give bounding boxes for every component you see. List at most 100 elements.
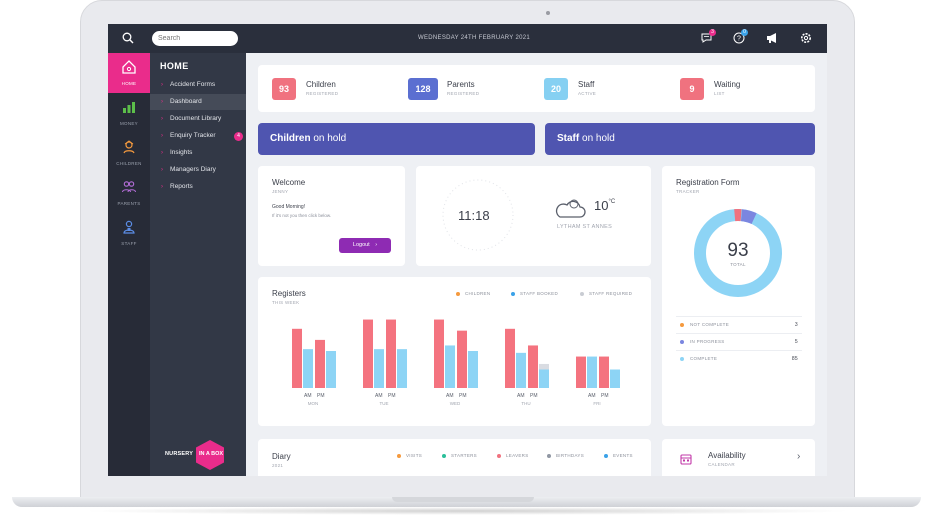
legend-label: CHILDREN [465,291,491,296]
row-count: 3 [794,322,798,328]
legend-starters: STARTERS [442,453,477,458]
legend-dot [456,291,460,296]
temperature: 10°C [594,198,615,213]
row-label: COMPLETE [690,356,718,361]
bar-chart-icon [123,102,135,113]
chevron-right-icon: › [161,116,163,122]
legend-label: BIRTHDAYS [556,453,585,458]
megaphone-icon[interactable] [765,31,779,45]
camera-dot [546,11,550,15]
settings-icon[interactable] [799,31,813,45]
subnav-item-label: Dashboard [170,98,202,105]
subnav-item-enquiry-tracker[interactable]: › Enquiry Tracker 4 [150,128,246,144]
stat-value: 9 [680,78,704,100]
legend-label: STARTERS [451,453,477,458]
subnav-item-label: Reports [170,183,193,190]
bar-staff-booked [374,349,384,388]
legend-dot [442,453,446,458]
row-label: IN PROGRESS [690,339,725,344]
legend-dot [580,291,584,296]
registers-card: Registers THIS WEEK CHILDREN STAFF BOOKE… [258,277,651,426]
rail-item-staff[interactable]: STAFF [108,213,150,253]
temperature-unit: °C [608,199,616,205]
legend-label: VISITS [406,453,423,458]
greeting-note: If it's not you then click below. [272,213,332,218]
staff-on-hold-button[interactable]: Staff on hold [545,123,815,155]
app-screen: WEDNESDAY 24TH FEBRUARY 2021 3 ? 0 HOME [108,24,827,476]
subnav-item-insights[interactable]: › Insights [150,145,246,161]
bar-children [315,339,325,388]
stats-card: 93 Children REGISTERED 128 Parents REGIS… [258,65,815,112]
hold-text: on hold [579,133,615,144]
tick-label-session: PM [601,393,609,399]
subnav-item-document-library[interactable]: › Document Library [150,111,246,127]
chevron-right-icon: › [161,82,163,88]
registration-row-not-complete: NOT COMPLETE 3 [676,316,802,332]
bar-children [363,319,373,388]
legend-dot [497,453,501,458]
rail-label: STAFF [121,241,137,246]
stat-sub: LIST [714,91,725,96]
bar-staff-booked [445,345,455,388]
svg-text:?: ? [737,36,741,43]
tick-label-day: TUE [380,401,389,406]
calendar-icon [680,454,692,465]
children-on-hold-button[interactable]: Children on hold [258,123,535,155]
registers-title: Registers [272,289,306,298]
tick-label-session: AM [375,393,383,399]
registration-donut-chart [694,209,782,297]
tick-label-session: PM [317,393,325,399]
registration-title: Registration Form [676,178,740,187]
chevron-right-icon: › [161,167,163,173]
rail-item-home[interactable]: HOME [108,53,150,93]
bar-children [528,345,538,388]
welcome-name: JENNY [272,189,289,194]
rail-item-parents[interactable]: PARENTS [108,173,150,213]
subnav-item-dashboard[interactable]: › Dashboard [150,94,246,110]
stat-label: Waiting [714,80,741,89]
bar-staff-booked [326,351,336,388]
bar-staff-booked [516,352,526,388]
bar-staff-booked [468,351,478,388]
tick-label-day: FRI [593,401,600,406]
search-icon[interactable] [122,32,134,44]
tick-label-session: PM [388,393,396,399]
registers-sub: THIS WEEK [272,300,300,305]
help-badge: 0 [741,29,748,36]
registration-total: 93 [727,240,749,261]
legend-dot [547,453,551,458]
legend-label: EVENTS [613,453,633,458]
clock-face-icon [442,179,514,251]
stat-sub: REGISTERED [306,91,339,96]
registration-form-card: Registration Form TRACKER 93 TOTAL NOT C… [662,166,815,426]
clock-time: 11:18 [458,208,490,223]
subnav-item-managers-diary[interactable]: › Managers Diary [150,162,246,178]
weather-location: LYTHAM ST ANNES [557,224,613,230]
greeting-text: Good Morning! [272,204,306,210]
tick-label-day: WED [450,401,461,406]
subnav-item-accident-forms[interactable]: › Accident Forms [150,77,246,93]
rail-item-money[interactable]: MONEY [108,93,150,133]
child-icon [123,140,135,154]
bar-children [457,330,467,388]
search-input[interactable] [152,31,238,46]
chevron-right-icon: › [375,242,378,248]
tick-label-session: AM [446,393,454,399]
subnav-item-reports[interactable]: › Reports [150,179,246,195]
bar-staff-booked [397,349,407,388]
home-icon [122,60,136,74]
clock-weather-card: 11:18 10°C LYTHAM ST ANNES [416,166,651,266]
chevron-right-icon[interactable]: › [797,451,801,462]
legend-birthdays: BIRTHDAYS [547,453,584,458]
legend-staff-booked: STAFF BOOKED [511,291,558,296]
logout-button[interactable]: Logout › [339,238,391,253]
rail-item-children[interactable]: CHILDREN [108,133,150,173]
tick-label-session: AM [588,393,596,399]
logout-label: Logout [352,242,370,248]
welcome-card: Welcome JENNY Good Morning! If it's not … [258,166,405,266]
bar-staff-booked [303,349,313,388]
availability-card[interactable]: Availability CALENDAR › [662,439,815,476]
diary-title: Diary [272,452,291,461]
help-icon[interactable]: ? [732,31,746,45]
temperature-value: 10 [594,198,609,213]
